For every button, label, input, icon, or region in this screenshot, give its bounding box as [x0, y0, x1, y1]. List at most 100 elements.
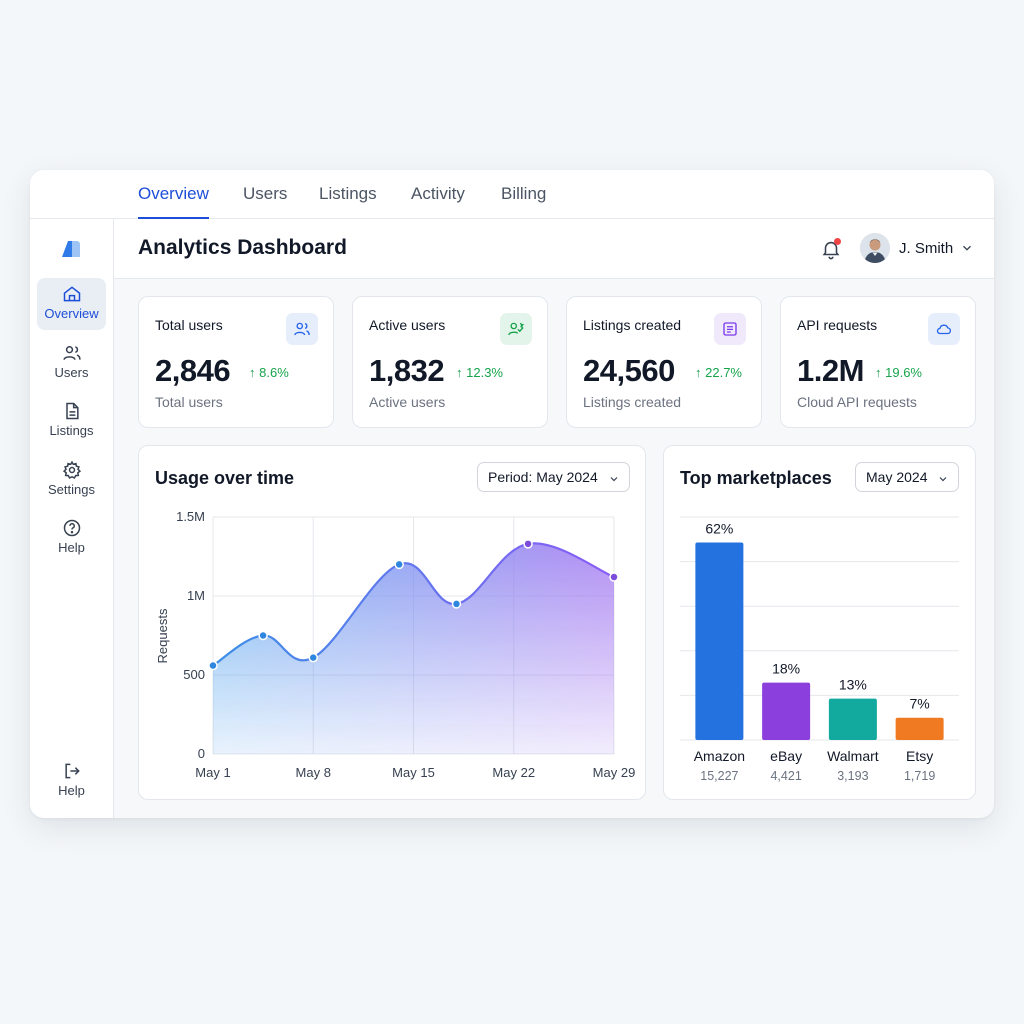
tab-overview[interactable]: Overview — [138, 184, 209, 219]
user-avatar-icon — [860, 233, 890, 263]
chevron-down-icon[interactable] — [960, 241, 974, 255]
bar[interactable] — [828, 698, 877, 740]
stat-icon-badge — [286, 313, 318, 345]
top-navigation: Overview Users Listings Activity Billing — [30, 170, 994, 219]
stat-subtitle: Active users — [369, 394, 446, 410]
stat-value: 1,832 — [369, 353, 445, 388]
panel-title: Top marketplaces — [680, 468, 832, 488]
stat-subtitle: Listings created — [583, 394, 682, 410]
stat-change-value: 22.7% — [705, 365, 742, 380]
stat-card-api-requests: API requests 1.2M ↑ 19.6% Cloud API requ… — [780, 296, 976, 428]
stat-card-listings-created: Listings created 24,560 ↑ 22.7% Listings… — [566, 296, 762, 428]
home-icon — [63, 286, 80, 302]
stat-change: ↑ 22.7% — [695, 365, 742, 380]
arrow-up-icon: ↑ — [249, 365, 256, 380]
stat-value: 1.2M — [797, 353, 864, 388]
usage-area-chart: 0 500 1M 1.5M May 1 May 8 May 15 May 22 May 29 R… — [155, 509, 635, 780]
tab-users[interactable]: Users — [243, 184, 288, 203]
bar-value-label: 18% — [772, 661, 800, 677]
sidebar-item-help-bottom[interactable]: Help — [37, 755, 106, 807]
sidebar-item-label: Settings — [48, 482, 95, 497]
y-tick-label: 0 — [198, 746, 205, 761]
bell-icon — [822, 241, 840, 260]
notifications-button[interactable] — [818, 236, 844, 262]
stat-label: API requests — [797, 317, 878, 333]
stat-icon-badge — [500, 313, 532, 345]
users-icon — [62, 346, 81, 360]
users-icon — [294, 322, 310, 336]
sidebar-item-label: Listings — [49, 423, 94, 438]
y-tick-label: 500 — [183, 667, 205, 682]
usage-panel: Usage over time Period: May 2024 — [138, 445, 646, 800]
stat-subtitle: Cloud API requests — [797, 394, 917, 410]
bar-value-label: 13% — [839, 677, 867, 693]
data-point[interactable] — [208, 660, 218, 671]
data-point[interactable] — [308, 652, 318, 663]
stat-change: ↑ 19.6% — [875, 365, 922, 380]
category-count: 1,719 — [904, 769, 935, 783]
bar-value-label: 62% — [705, 520, 733, 536]
panel-title: Usage over time — [155, 468, 295, 488]
user-name[interactable]: J. Smith — [899, 240, 954, 257]
stat-subtitle: Total users — [155, 394, 223, 410]
stat-label: Total users — [155, 317, 223, 333]
bar[interactable] — [762, 682, 811, 740]
sidebar-item-label: Overview — [44, 306, 99, 321]
logout-icon — [64, 763, 80, 779]
sidebar-item-label: Help — [58, 783, 85, 798]
x-tick-label: May 15 — [392, 765, 435, 780]
y-tick-label: 1M — [187, 588, 205, 603]
gear-icon — [62, 460, 81, 479]
arrow-up-icon: ↑ — [695, 365, 702, 380]
data-point[interactable] — [609, 572, 619, 582]
stat-icon-badge — [928, 313, 960, 345]
stat-change-value: 12.3% — [466, 365, 503, 380]
data-point[interactable] — [451, 599, 462, 609]
document-icon — [65, 402, 79, 420]
stat-label: Active users — [369, 317, 446, 333]
sidebar-item-help[interactable]: Help — [37, 512, 106, 564]
category-label: Amazon — [694, 748, 745, 764]
area-fill — [213, 543, 614, 754]
chevron-down-icon — [939, 477, 947, 482]
chevron-down-icon — [610, 477, 618, 482]
bar[interactable] — [695, 542, 744, 740]
stat-label: Listings created — [583, 317, 682, 333]
page-title: Analytics Dashboard — [138, 236, 347, 259]
stat-change-value: 8.6% — [259, 365, 289, 380]
notification-dot — [834, 238, 841, 245]
sidebar-item-overview[interactable]: Overview — [37, 278, 106, 330]
app-window: Overview Users Listings Activity Billing… — [30, 170, 994, 818]
period-dropdown-label: May 2024 — [866, 469, 928, 485]
tab-listings[interactable]: Listings — [319, 184, 377, 203]
category-count: 4,421 — [770, 769, 801, 783]
stat-change-value: 19.6% — [885, 365, 922, 380]
sidebar-item-label: Help — [58, 540, 85, 555]
marketplace-period-dropdown[interactable]: May 2024 — [855, 462, 959, 492]
data-point[interactable] — [523, 539, 533, 549]
category-count: 3,193 — [837, 769, 868, 783]
tab-activity[interactable]: Activity — [411, 184, 465, 203]
help-circle-icon — [63, 519, 80, 537]
avatar[interactable] — [860, 233, 890, 263]
category-label: Etsy — [906, 748, 933, 764]
sidebar-item-label: Users — [54, 365, 89, 380]
tab-billing[interactable]: Billing — [501, 184, 547, 203]
period-dropdown[interactable]: Period: May 2024 — [477, 462, 630, 492]
cloud-icon — [936, 324, 952, 335]
sidebar-item-listings[interactable]: Listings — [37, 395, 106, 447]
stat-card-total-users: Total users 2,846 ↑ 8.6% Total users — [138, 296, 334, 428]
user-check-icon — [508, 322, 525, 336]
bar[interactable] — [895, 717, 944, 740]
x-tick-label: May 1 — [195, 765, 230, 780]
x-tick-label: May 8 — [296, 765, 331, 780]
sidebar: Overview Users Listings Settings Help — [30, 219, 114, 818]
sidebar-item-settings[interactable]: Settings — [37, 454, 106, 506]
stat-icon-badge — [714, 313, 746, 345]
marketplaces-bar-chart: 62% Amazon 15,227 18% eBay 4,421 13% Walmart 3,1… — [680, 516, 959, 783]
data-point[interactable] — [258, 630, 268, 641]
y-axis-label: Requests — [155, 608, 170, 663]
data-point[interactable] — [394, 559, 404, 570]
sidebar-item-users[interactable]: Users — [37, 337, 106, 389]
stat-card-active-users: Active users 1,832 ↑ 12.3% Active users — [352, 296, 548, 428]
